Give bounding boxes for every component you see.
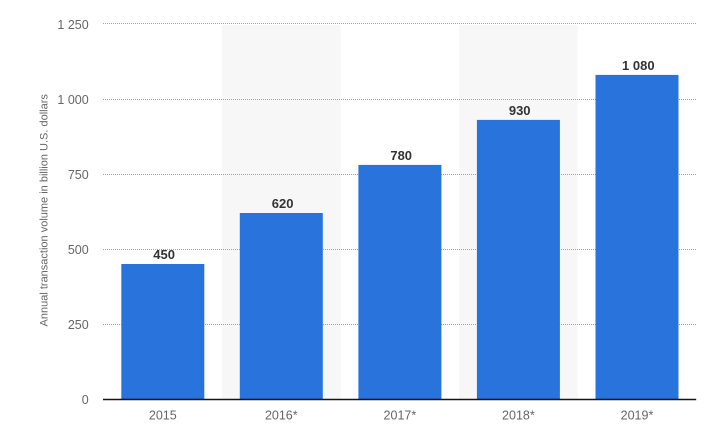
svg-text:450: 450: [153, 247, 175, 262]
svg-text:930: 930: [509, 103, 531, 118]
svg-text:620: 620: [272, 196, 294, 211]
svg-text:500: 500: [68, 243, 89, 257]
svg-text:2017*: 2017*: [384, 408, 417, 422]
svg-text:1 000: 1 000: [57, 93, 88, 107]
svg-text:750: 750: [68, 168, 89, 182]
svg-text:Annual transaction volume in b: Annual transaction volume in billion U.S…: [38, 94, 50, 327]
svg-text:2016*: 2016*: [265, 408, 298, 422]
svg-text:2018*: 2018*: [502, 408, 535, 422]
svg-text:1 250: 1 250: [57, 18, 88, 32]
svg-text:2019*: 2019*: [621, 408, 654, 422]
svg-text:1 080: 1 080: [622, 58, 655, 73]
svg-text:780: 780: [390, 148, 412, 163]
svg-text:2015: 2015: [149, 408, 177, 422]
svg-text:0: 0: [82, 393, 89, 407]
svg-text:250: 250: [68, 318, 89, 332]
